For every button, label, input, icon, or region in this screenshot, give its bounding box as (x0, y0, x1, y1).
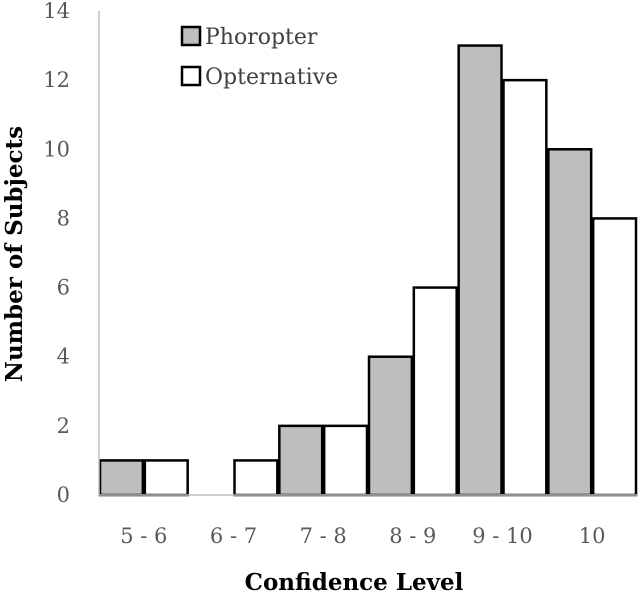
legend-label-opternative: Opternative (205, 65, 338, 90)
x-tick-label: 10 (579, 524, 606, 548)
y-tick-label: 4 (57, 345, 70, 369)
bar-opternative-9-10 (502, 78, 548, 497)
bar-opternative-10 (591, 217, 638, 497)
y-tick-label: 6 (57, 276, 70, 300)
bar-phoropter-5-6 (98, 459, 145, 497)
bar-phoropter-9-10 (457, 44, 503, 497)
y-tick-label: 2 (57, 414, 70, 438)
bar-phoropter-10 (547, 148, 593, 497)
y-tick-labels: 0 2 4 6 8 10 12 14 (43, 0, 70, 507)
x-axis-title: Confidence Level (245, 569, 464, 593)
bar-opternative-8-9 (412, 286, 458, 497)
x-tick-label: 9 - 10 (472, 524, 533, 548)
y-tick-label: 12 (43, 68, 70, 92)
x-tick-labels: 5 - 6 6 - 7 7 - 8 8 - 9 9 - 10 10 (120, 524, 605, 548)
bar-phoropter-8-9 (367, 355, 414, 497)
y-axis-title: Number of Subjects (1, 126, 28, 382)
legend: Phoropter Opternative (180, 25, 338, 90)
x-tick-label: 7 - 8 (300, 524, 347, 548)
bar-opternative-6-7 (233, 459, 279, 497)
y-tick-label: 10 (43, 137, 70, 161)
y-tick-label: 0 (57, 483, 70, 507)
x-tick-label: 5 - 6 (120, 524, 167, 548)
axes-layer (98, 11, 637, 496)
y-tick-label: 14 (43, 0, 70, 23)
legend-label-phoropter: Phoropter (205, 25, 318, 50)
legend-swatch-phoropter (180, 25, 202, 47)
bars-layer (98, 44, 638, 497)
bar-phoropter-7-8 (278, 424, 324, 497)
bar-opternative-5-6 (143, 459, 189, 497)
legend-swatch-opternative (180, 65, 202, 87)
x-tick-label: 8 - 9 (389, 524, 436, 548)
bar-opternative-7-8 (322, 424, 369, 497)
x-tick-label: 6 - 7 (210, 524, 257, 548)
y-tick-label: 8 (57, 206, 70, 230)
